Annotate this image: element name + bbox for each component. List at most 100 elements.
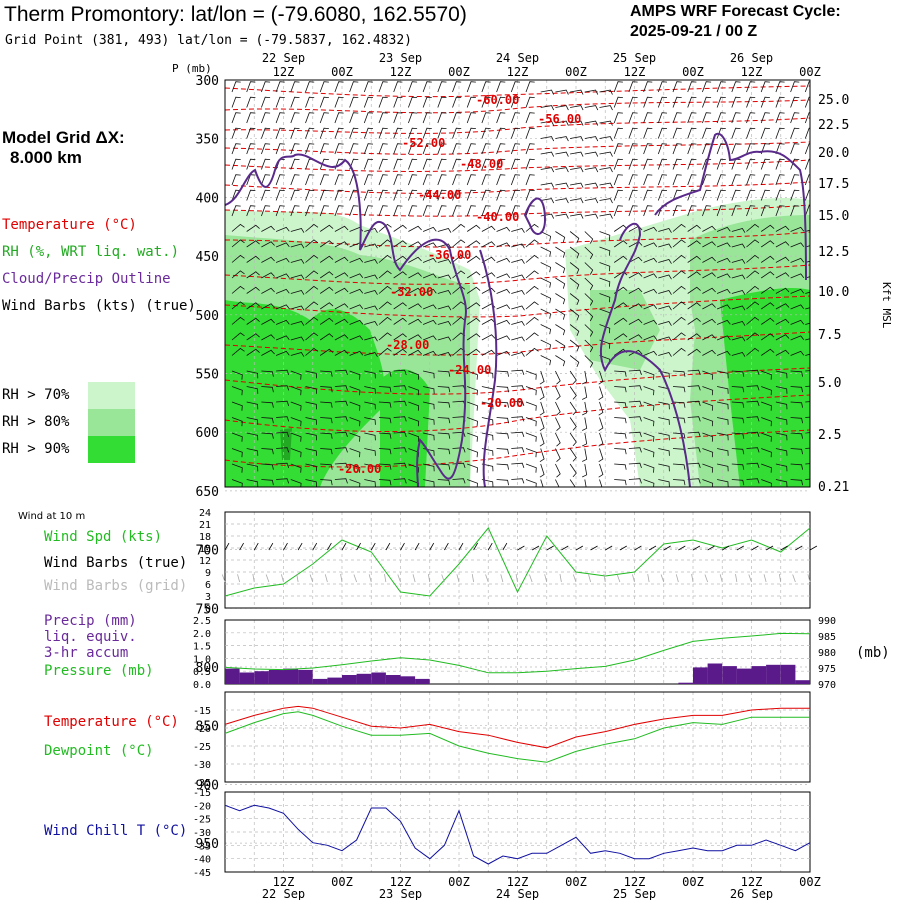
- wind-barb: [290, 305, 305, 311]
- wind-barb: [775, 96, 785, 108]
- model-grid-value: 8.000 km: [10, 148, 82, 167]
- wind-barb: [790, 463, 803, 470]
- pressure-line: [224, 632, 811, 674]
- wind-barb: [584, 105, 599, 111]
- precip-bar: [780, 664, 796, 684]
- wind-barb: [525, 285, 539, 294]
- wind-barb: [790, 242, 805, 248]
- wind-barb: [687, 240, 701, 248]
- wind-barb: [525, 401, 537, 411]
- wind-barb: [319, 317, 334, 325]
- wind-barb: [613, 255, 628, 263]
- wind-barb: [717, 463, 729, 472]
- wind-barb: [305, 463, 317, 472]
- wind-barb: [349, 81, 359, 93]
- wind-barb: [599, 182, 613, 188]
- wind-barb: [319, 112, 329, 124]
- legend-rh70-swatch: [88, 382, 135, 409]
- wind-barb-grid: [237, 574, 241, 583]
- wind-barb: [628, 256, 643, 263]
- wind-barb-grid: [412, 574, 416, 583]
- temperature-contour: [225, 85, 810, 98]
- wind-barb-true: [239, 542, 244, 551]
- wind-barb: [717, 386, 729, 394]
- wind-barb: [687, 286, 701, 294]
- wind-barb: [231, 270, 245, 279]
- wind-barb: [334, 462, 348, 469]
- wind-barb: [408, 463, 420, 473]
- wind-barb: [276, 431, 290, 438]
- wind-barb-true: [253, 542, 259, 551]
- wind-barb: [481, 205, 491, 217]
- wind-barb: [290, 259, 305, 264]
- rh90-region: [225, 300, 385, 487]
- wind-barb: [716, 242, 731, 248]
- wind-barb: [496, 370, 509, 377]
- cross-section-grid: [224, 79, 811, 872]
- wind-barb: [393, 369, 407, 376]
- wind-barb: [614, 386, 627, 393]
- wind-barb: [582, 432, 588, 447]
- wind-barb: [599, 213, 613, 219]
- wind-barb: [805, 353, 810, 356]
- wind-barb: [364, 401, 376, 410]
- wind-barb: [643, 205, 653, 217]
- wind-barb: [790, 96, 800, 108]
- wind-barb-true: [268, 542, 274, 551]
- wind-barb: [804, 143, 810, 155]
- wind-barb: [467, 432, 478, 442]
- wind-barb-grid: [309, 574, 314, 583]
- wind-barb: [408, 256, 422, 263]
- wind-barb: [599, 293, 611, 303]
- wind-barb: [246, 271, 260, 279]
- wind-barb: [643, 304, 658, 310]
- wind-barb: [511, 243, 525, 249]
- wind-barb: [643, 417, 655, 427]
- wind-barb: [334, 241, 349, 248]
- wind-barb: [334, 143, 344, 155]
- wind-barb: [761, 463, 772, 473]
- wind-barb: [437, 143, 447, 155]
- wind-barb-true: [561, 545, 569, 551]
- wind-barb: [805, 260, 810, 263]
- precip-bar: [254, 671, 269, 684]
- wind-barb: [643, 350, 658, 356]
- wind-barb: [775, 127, 785, 139]
- wind-barb: [423, 417, 435, 425]
- wind-barb: [525, 189, 535, 201]
- wind-barb: [349, 288, 364, 294]
- wind-barb: [349, 417, 361, 427]
- wind-barb: [658, 417, 670, 425]
- wind-barb: [614, 432, 627, 439]
- wind-barb-grid: [252, 574, 255, 583]
- wind-barb: [525, 448, 537, 458]
- top-hour-label: 12Z: [507, 65, 529, 79]
- wind-barb: [481, 112, 491, 124]
- wind-barb: [334, 478, 348, 484]
- wind-barb: [334, 369, 348, 376]
- wind-barb: [467, 386, 478, 396]
- wind-barb: [525, 386, 537, 396]
- wind-barb: [628, 416, 642, 422]
- panel-windchill: -15 -20 -25 -30 -35 -40 -45: [193, 788, 811, 879]
- pressure-tick-label: 350: [196, 133, 219, 148]
- wind-barb: [408, 127, 418, 139]
- wind-barb: [775, 417, 788, 425]
- legend-temperature: Temperature (°C): [2, 217, 137, 233]
- wind-barb: [481, 81, 491, 93]
- wind-barb: [760, 81, 770, 93]
- wind-barb: [540, 167, 555, 173]
- top-hour-label: 12Z: [390, 65, 412, 79]
- wind-barb: [290, 321, 305, 326]
- wind-barb: [437, 158, 447, 170]
- wind-barb: [437, 448, 451, 455]
- wind-barb: [525, 370, 537, 380]
- wind-barb: [378, 143, 388, 155]
- top-hour-label: 00Z: [682, 65, 704, 79]
- wind-barb: [408, 287, 422, 294]
- wind-barb: [687, 81, 697, 93]
- wind-barb: [334, 81, 344, 93]
- wind-barb: [805, 307, 810, 310]
- wind-barb: [746, 416, 760, 422]
- wind-barb: [423, 401, 435, 410]
